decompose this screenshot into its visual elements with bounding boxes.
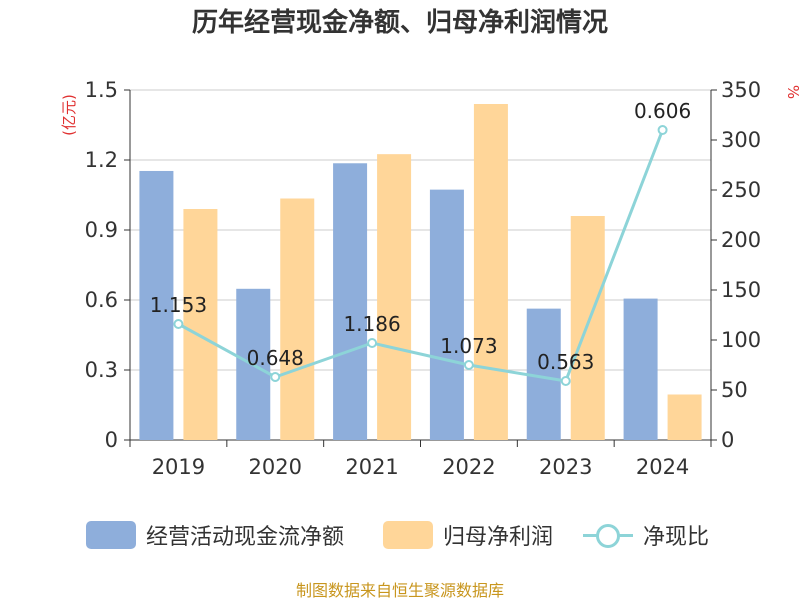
legend-swatch-cashflow xyxy=(86,521,136,549)
x-axis-tick-label: 2020 xyxy=(249,455,302,479)
right-axis-tick-label: 250 xyxy=(721,178,761,202)
left-axis-tick-label: 0.3 xyxy=(85,358,118,382)
x-axis-tick-label: 2023 xyxy=(539,455,592,479)
line-ratio xyxy=(177,129,664,383)
legend-item-cashflow[interactable]: 经营活动现金流净额 xyxy=(86,515,344,555)
bar-net-profit xyxy=(280,198,315,440)
right-axis-tick-label: 200 xyxy=(721,228,761,252)
right-axis-tick-label: 350 xyxy=(721,78,761,102)
chart-plot: (亿元) % 0 0.3 0.6 0.9 1.2 1.5 0 50 100 150 200 250 30… xyxy=(60,78,800,479)
x-axis-tick-label: 2022 xyxy=(442,455,495,479)
x-axis-tick-label: 2019 xyxy=(152,455,205,479)
data-label-cashflow: 0.606 xyxy=(634,99,691,123)
point-ratio xyxy=(367,338,378,348)
point-ratio xyxy=(463,360,474,370)
bar-cashflow xyxy=(623,298,658,440)
right-axis-tick-label: 50 xyxy=(721,378,748,402)
bar-cashflow xyxy=(429,189,464,440)
x-axis-tick-label: 2024 xyxy=(636,455,689,479)
chart-title: 历年经营现金净额、归母净利润情况 xyxy=(191,8,608,38)
legend-item-net-profit[interactable]: 归母净利润 xyxy=(383,515,553,555)
data-label-cashflow: 0.563 xyxy=(537,350,594,374)
data-label-cashflow: 1.153 xyxy=(150,293,207,317)
right-axis-tick-label: 150 xyxy=(721,278,761,302)
bar-net-profit xyxy=(183,209,218,440)
right-axis-tick-label: 300 xyxy=(721,128,761,152)
left-axis-tick-label: 0 xyxy=(105,428,118,452)
right-axis-unit: % xyxy=(784,85,800,99)
bar-net-profit xyxy=(473,104,508,440)
legend: 经营活动现金流净额 归母净利润 净现比 xyxy=(0,515,800,555)
left-axis-tick-label: 1.2 xyxy=(85,148,118,172)
data-label-cashflow: 0.648 xyxy=(247,346,304,370)
legend-label-net-profit: 归母净利润 xyxy=(443,525,554,550)
x-axis-tick-label: 2021 xyxy=(345,455,398,479)
data-label-cashflow: 1.073 xyxy=(440,334,497,358)
point-ratio xyxy=(173,319,184,329)
left-axis-unit: (亿元) xyxy=(60,94,78,136)
point-ratio xyxy=(560,376,571,386)
left-axis-tick-label: 1.5 xyxy=(85,78,118,102)
left-axis-tick-label: 0.9 xyxy=(85,218,118,242)
legend-line-ratio-icon xyxy=(583,521,633,549)
data-label-cashflow: 1.186 xyxy=(343,312,400,336)
right-axis-tick-label: 0 xyxy=(721,428,734,452)
bar-cashflow xyxy=(333,163,368,440)
legend-label-ratio: 净现比 xyxy=(643,525,710,550)
right-axis-tick-label: 100 xyxy=(721,328,761,352)
bar-cashflow xyxy=(139,170,174,440)
left-axis-tick-label: 0.6 xyxy=(85,288,118,312)
data-source-note: 制图数据来自恒生聚源数据库 xyxy=(295,581,504,600)
legend-item-ratio[interactable]: 净现比 xyxy=(583,515,709,555)
legend-label-cashflow: 经营活动现金流净额 xyxy=(146,525,345,550)
bar-net-profit xyxy=(667,394,702,440)
point-ratio xyxy=(657,125,668,135)
bar-net-profit xyxy=(377,154,412,440)
point-ratio xyxy=(270,372,281,382)
legend-swatch-net-profit xyxy=(383,521,433,549)
